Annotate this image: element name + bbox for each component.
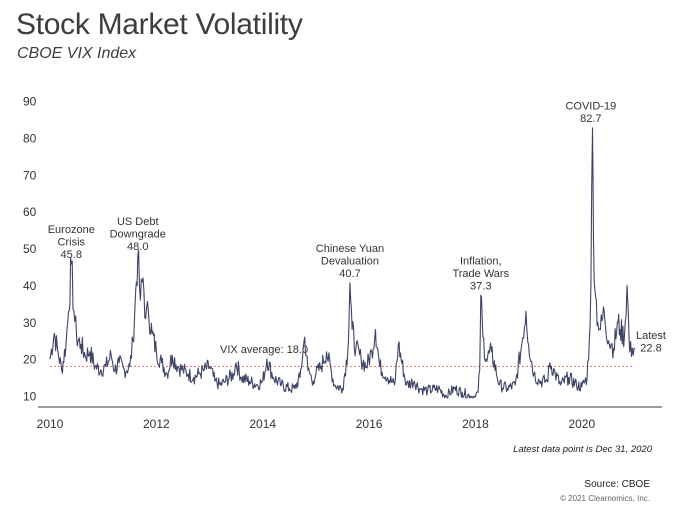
annotation-label-4-0: COVID-19 bbox=[565, 100, 616, 112]
y-tick-label-20: 20 bbox=[23, 353, 37, 367]
annotation-label-0-0: Eurozone bbox=[48, 224, 95, 236]
annotation-label-5-1: 22.8 bbox=[640, 342, 661, 354]
y-tick-label-40: 40 bbox=[23, 279, 37, 293]
annotation-label-1-1: Downgrade bbox=[110, 228, 166, 240]
y-tick-label-30: 30 bbox=[23, 316, 37, 330]
x-tick-label-2020: 2020 bbox=[568, 417, 595, 431]
annotation-label-2-2: 40.7 bbox=[339, 268, 360, 280]
y-tick-label-60: 60 bbox=[23, 205, 37, 219]
x-tick-label-2016: 2016 bbox=[356, 417, 383, 431]
annotation-label-3-1: Trade Wars bbox=[452, 268, 509, 280]
annotation-label-0-1: Crisis bbox=[58, 236, 86, 248]
annotation-label-0-2: 45.8 bbox=[61, 249, 82, 261]
average-label: VIX average: 18.0 bbox=[220, 344, 308, 356]
chart-title: Stock Market Volatility bbox=[16, 8, 303, 41]
vix-series-line bbox=[49, 127, 636, 399]
y-tick-label-90: 90 bbox=[23, 95, 37, 109]
annotation-label-2-0: Chinese Yuan bbox=[316, 243, 384, 255]
y-tick-label-70: 70 bbox=[23, 168, 37, 182]
x-axis-ticks: 2010 2012 2014 2016 2018 2020 bbox=[37, 417, 596, 431]
x-tick-label-2012: 2012 bbox=[143, 417, 170, 431]
annotation-label-1-2: 48.0 bbox=[127, 241, 148, 253]
annotation-label-3-2: 37.3 bbox=[470, 280, 491, 292]
annotation-label-2-1: Devaluation bbox=[321, 255, 379, 267]
x-tick-label-2014: 2014 bbox=[249, 417, 276, 431]
source-label: Source: CBOE bbox=[584, 479, 650, 490]
y-tick-label-80: 80 bbox=[23, 131, 37, 145]
annotation-label-5-0: Latest bbox=[636, 330, 666, 342]
annotation-label-4-1: 82.7 bbox=[580, 113, 601, 125]
y-tick-label-50: 50 bbox=[23, 242, 37, 256]
annotation-label-1-0: US Debt bbox=[117, 216, 159, 228]
y-axis-ticks: 10 20 30 40 50 60 70 80 90 bbox=[23, 95, 37, 404]
annotation-label-3-0: Inflation, bbox=[460, 255, 502, 267]
y-tick-label-10: 10 bbox=[23, 390, 37, 404]
x-tick-label-2018: 2018 bbox=[462, 417, 489, 431]
copyright-label: © 2021 Clearnomics, Inc. bbox=[560, 494, 650, 503]
chart-subtitle: CBOE VIX Index bbox=[17, 45, 137, 62]
latest-data-note: Latest data point is Dec 31, 2020 bbox=[513, 444, 652, 455]
x-tick-label-2010: 2010 bbox=[37, 417, 64, 431]
